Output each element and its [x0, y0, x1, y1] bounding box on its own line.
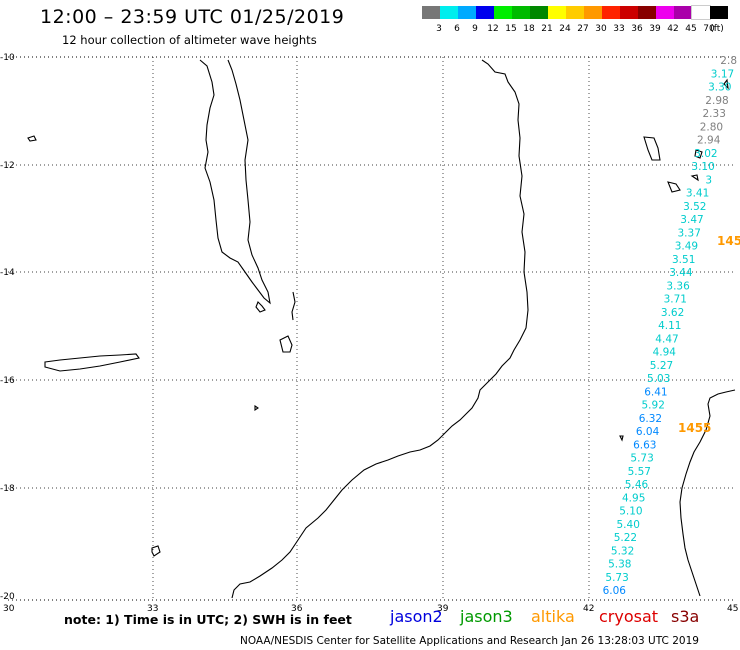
satellite-legend-jason3: jason3	[460, 607, 513, 626]
legend-note: note: 1) Time is in UTC; 2) SWH is in fe…	[64, 612, 352, 627]
scale-swatch	[584, 6, 602, 19]
scale-label: 15	[505, 24, 517, 34]
scale-swatch	[530, 6, 548, 19]
swh-value: 5.27	[650, 360, 673, 372]
lon-label: 39	[437, 604, 449, 614]
swh-value: 2.8	[720, 55, 737, 67]
scale-swatch	[548, 6, 566, 19]
lon-label: 45	[727, 604, 738, 614]
scale-swatch	[566, 6, 584, 19]
page-subtitle: 12 hour collection of altimeter wave hei…	[62, 33, 317, 47]
altika-time-label: 1455	[678, 421, 711, 435]
scale-swatch	[674, 6, 692, 19]
scale-swatch	[422, 6, 440, 19]
swh-value: 6.32	[639, 413, 662, 425]
swh-value: 5.38	[608, 559, 631, 571]
satellite-legend-jason2: jason2	[390, 607, 443, 626]
swh-value: 3.71	[664, 294, 687, 306]
lat-label: -20	[0, 592, 15, 602]
swh-value: 3.44	[669, 267, 693, 279]
swh-value: 2.80	[700, 121, 723, 133]
lat-label: -14	[0, 268, 15, 278]
swh-value: 5.03	[647, 373, 670, 385]
scale-label: 42	[667, 24, 679, 34]
scale-label: 18	[523, 24, 535, 34]
altika-time-label: 145	[717, 234, 740, 248]
lon-label: 30	[3, 604, 15, 614]
swh-value: 2.94	[697, 135, 721, 147]
scale-label: 3	[436, 24, 442, 34]
swh-value: 5.73	[630, 453, 653, 465]
scale-swatch	[710, 6, 728, 19]
footer-credit: NOAA/NESDIS Center for Satellite Applica…	[240, 635, 699, 647]
swh-value: 6.04	[636, 426, 660, 438]
swh-value: 5.10	[619, 506, 642, 518]
swh-value: 3.17	[711, 68, 734, 80]
swh-value: 4.11	[658, 320, 681, 332]
scale-swatch	[458, 6, 476, 19]
swh-value: 3.37	[678, 227, 701, 239]
lon-label: 33	[147, 604, 158, 614]
scale-label: 45	[685, 24, 697, 34]
scale-swatch	[638, 6, 656, 19]
swh-value: 3.41	[686, 188, 709, 200]
swh-value: 3.62	[661, 307, 684, 319]
scale-swatch	[691, 5, 711, 20]
swh-value: 5.40	[617, 519, 640, 531]
scale-swatch	[620, 6, 638, 19]
satellite-legend-s3a: s3a	[671, 607, 700, 626]
swh-value: 4.95	[622, 492, 645, 504]
swh-value: 5.22	[614, 532, 637, 544]
scale-label: 6	[454, 24, 460, 34]
swh-value: 3.36	[666, 280, 690, 292]
scale-swatch	[494, 6, 512, 19]
swh-value: 2.33	[703, 108, 726, 120]
swh-value: 3	[705, 174, 712, 186]
lat-label: -16	[0, 376, 15, 386]
lat-label: -10	[0, 53, 15, 63]
scale-label: 70	[703, 24, 715, 34]
scale-label: 12	[487, 24, 499, 34]
scale-label: 33	[613, 24, 625, 34]
swh-value: 5.92	[642, 400, 665, 412]
swh-value: 3.02	[694, 148, 717, 160]
scale-label: 21	[541, 24, 553, 34]
page-title: 12:00 – 23:59 UTC 01/25/2019	[40, 6, 345, 28]
swh-value: 5.32	[611, 545, 634, 557]
scale-label: 39	[649, 24, 661, 34]
swh-value: 3.47	[680, 214, 703, 226]
scale-swatch	[656, 6, 674, 19]
swh-value: 2.98	[705, 95, 728, 107]
satellite-legend-altika: altika	[531, 607, 575, 626]
swh-value: 3.49	[675, 241, 698, 253]
lon-label: 36	[291, 604, 303, 614]
swh-value: 3.51	[672, 254, 695, 266]
swh-value: 4.94	[653, 347, 677, 359]
lon-label: 42	[583, 604, 594, 614]
scale-swatch	[602, 6, 620, 19]
swh-value: 5.46	[625, 479, 649, 491]
swh-value: 3.10	[691, 161, 714, 173]
swh-value: 6.06	[603, 585, 627, 597]
scale-label: 9	[472, 24, 478, 34]
scale-swatch	[440, 6, 458, 19]
scale-unit: (ft)	[710, 24, 724, 34]
swh-value: 3.52	[683, 201, 706, 213]
lat-label: -18	[0, 484, 15, 494]
satellite-legend-cryosat: cryosat	[599, 607, 659, 626]
scale-label: 30	[595, 24, 607, 34]
scale-label: 36	[631, 24, 643, 34]
scale-swatch	[476, 6, 494, 19]
swh-value: 3.30	[708, 82, 731, 94]
swh-value: 6.41	[644, 386, 667, 398]
scale-swatch	[512, 6, 530, 19]
swh-value: 4.47	[655, 333, 678, 345]
lat-label: -12	[0, 161, 15, 171]
scale-label: 24	[559, 24, 571, 34]
swh-value: 6.63	[633, 439, 656, 451]
scale-label: 27	[577, 24, 589, 34]
swh-value: 5.57	[628, 466, 651, 478]
swh-value: 5.73	[605, 572, 628, 584]
